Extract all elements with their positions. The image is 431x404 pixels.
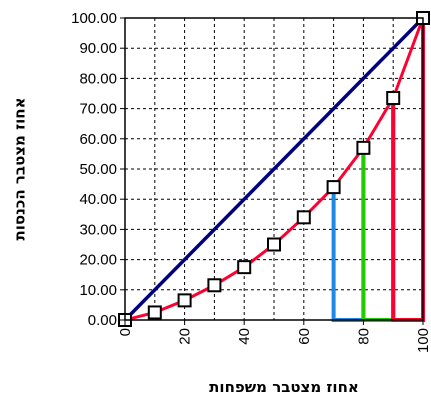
x-tick-label: 20 bbox=[177, 328, 194, 345]
y-tick-label: 80.00 bbox=[79, 70, 117, 87]
data-point-marker bbox=[267, 237, 281, 252]
y-tick-labels: 0.00 10.00 20.00 30.00 40.00 50.00 60.00 70.00 8… bbox=[71, 10, 125, 329]
y-tick-label: 30.00 bbox=[79, 221, 117, 238]
strip-series bbox=[361, 98, 396, 322]
y-tick-label: 90.00 bbox=[79, 40, 117, 57]
y-tick-label: 70.00 bbox=[79, 101, 117, 118]
y-tick-label: 100.00 bbox=[71, 10, 117, 27]
data-point-marker bbox=[177, 293, 192, 308]
data-point-marker bbox=[356, 140, 371, 155]
y-tick-label: 40.00 bbox=[79, 191, 117, 208]
x-tick-label: 40 bbox=[236, 328, 253, 345]
data-point-marker bbox=[296, 210, 311, 225]
data-point-marker bbox=[237, 260, 252, 275]
x-tick-label: 80 bbox=[355, 328, 372, 345]
y-tick-label: 50.00 bbox=[79, 161, 117, 178]
markers bbox=[118, 11, 430, 327]
equality-line-series bbox=[123, 16, 425, 322]
data-point-marker bbox=[386, 91, 401, 106]
x-tick-label: 100 bbox=[415, 328, 431, 353]
y-tick-label: 10.00 bbox=[79, 282, 117, 299]
data-point-marker bbox=[326, 180, 341, 195]
y-axis-title: אחוז מצטבר הכנסות bbox=[11, 97, 29, 240]
x-tick-label: 0 bbox=[117, 328, 134, 336]
data-point-marker bbox=[207, 278, 222, 293]
y-tick-label: 60.00 bbox=[79, 131, 117, 148]
strip-series bbox=[331, 147, 366, 322]
data-point-marker bbox=[147, 305, 162, 320]
x-axis-title: אחוז מצטבר משפחות bbox=[209, 378, 359, 396]
y-tick-label: 0.00 bbox=[88, 312, 117, 329]
x-tick-label: 60 bbox=[296, 328, 313, 345]
x-tick-labels: 0 20 40 60 80 100 bbox=[117, 320, 431, 353]
y-tick-label: 20.00 bbox=[79, 252, 117, 269]
